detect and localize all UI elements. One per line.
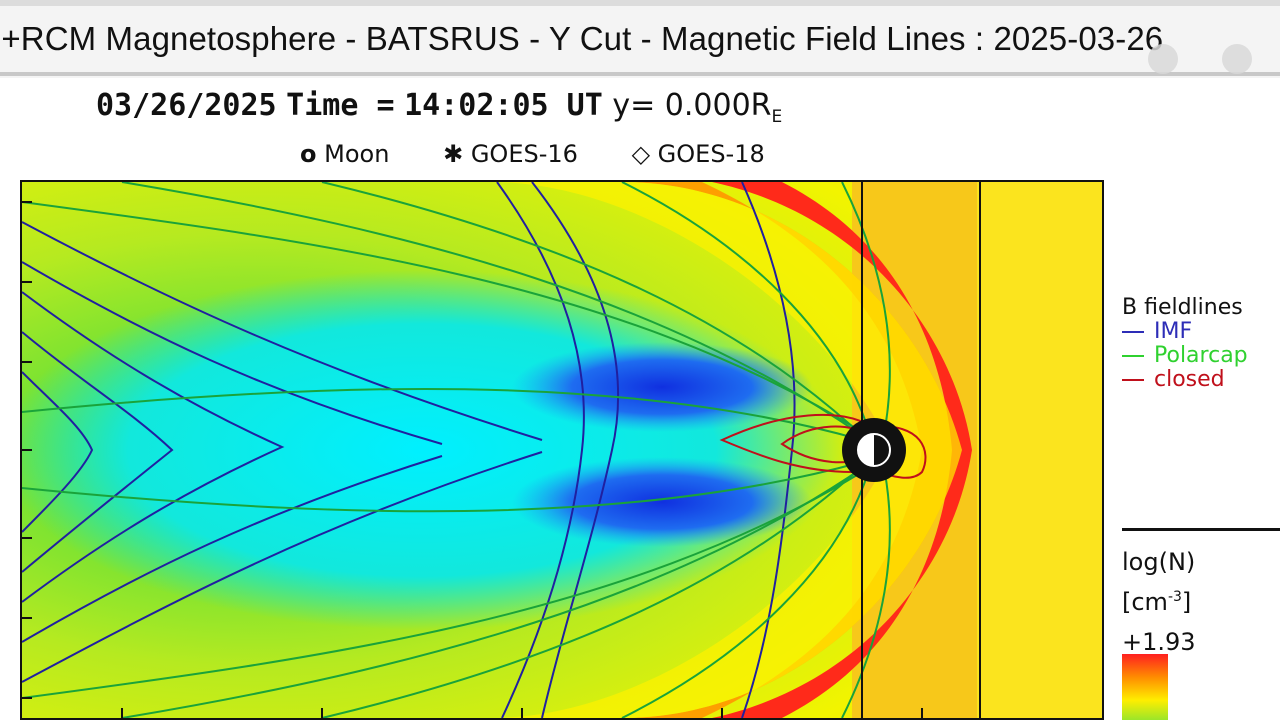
magnetosphere-plot: [20, 180, 1104, 720]
colorbar: [1122, 654, 1168, 720]
legend-polarcap: Polarcap: [1122, 344, 1280, 368]
legend-closed: closed: [1122, 368, 1280, 392]
time-label: Time =: [286, 88, 395, 123]
plot-date: 03/26/2025: [96, 88, 277, 123]
window-title: l+RCM Magnetosphere - BATSRUS - Y Cut - …: [0, 20, 1164, 57]
density-map: [22, 182, 1102, 718]
minimize-button[interactable]: [1148, 44, 1178, 74]
cut-subscript: E: [771, 107, 783, 127]
colorbar-max: +1.93: [1122, 628, 1196, 656]
moon-marker: o Moon: [300, 140, 390, 168]
fieldline-legend-title: B fieldlines: [1122, 295, 1243, 320]
time-value: 14:02:05 UT: [404, 88, 603, 123]
colorbar-variable: log(N): [1122, 548, 1196, 576]
legend-divider: [1122, 528, 1280, 531]
plot-header: 03/26/2025 Time = 14:02:05 UT y= 0.000RE: [96, 88, 782, 127]
title-underline: [0, 72, 1280, 76]
cut-value: 0.000R: [664, 88, 772, 123]
title-bar: l+RCM Magnetosphere - BATSRUS - Y Cut - …: [0, 0, 1280, 78]
cut-label: y=: [612, 88, 656, 123]
fieldline-legend: B fieldlines IMF Polarcap closed: [1122, 296, 1280, 392]
goes16-marker: ✱ GOES-16: [443, 140, 578, 168]
legend-imf: IMF: [1122, 320, 1280, 344]
colorbar-unit: [cm-3]: [1122, 588, 1192, 616]
close-button[interactable]: [1222, 44, 1252, 74]
goes18-marker: ◇ GOES-18: [631, 140, 765, 168]
marker-legend: o Moon ✱ GOES-16 ◇ GOES-18: [300, 140, 811, 168]
